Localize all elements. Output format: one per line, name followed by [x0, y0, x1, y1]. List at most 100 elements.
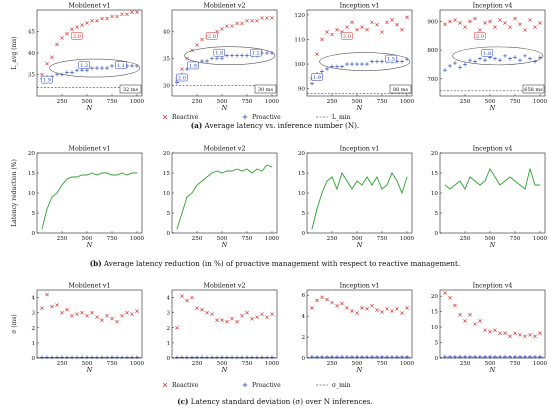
chart-b4-point — [444, 184, 446, 186]
chart-b3-point — [351, 188, 353, 190]
chart-a2-proactive-point — [225, 53, 229, 58]
chart-a2-proactive-point — [235, 53, 239, 58]
chart-a2-proactive-point — [245, 53, 249, 58]
chart-b3-point — [311, 228, 313, 230]
chart-c3-ytick-label: 2 — [301, 335, 305, 341]
chart-c1-title: Mobilenet v1 — [69, 283, 111, 290]
chart-b1-ytick-label: 20 — [28, 151, 36, 157]
chart-b1-xtick-label: 500 — [82, 236, 93, 242]
chart-c4-proactive-point — [503, 354, 507, 359]
chart-a4-proactive-point — [528, 56, 532, 61]
chart-a2-reactive-point — [270, 16, 274, 20]
chart-c1-xlabel: N — [86, 366, 93, 374]
chart-a1-ratio-left: 1.9 — [43, 78, 51, 84]
chart-a1-ratio-right: 1.1 — [117, 63, 125, 69]
chart-a1-xtick-label: 500 — [82, 99, 93, 105]
chart-c4-reactive-point — [493, 328, 497, 332]
chart-a2-ratio-mid2-box — [187, 61, 199, 70]
chart-a1-reactive-point — [130, 10, 134, 14]
chart-c3-proactive-point — [310, 355, 314, 359]
chart-c1-proactive-point — [70, 355, 74, 360]
chart-c3-proactive-point — [340, 355, 344, 359]
chart-a4-proactive-point — [513, 55, 517, 60]
chart-a1-proactive-point — [65, 70, 69, 75]
chart-b3-point — [386, 184, 388, 186]
chart-c1-reactive-point — [130, 312, 134, 316]
chart-c2-reactive-point — [235, 319, 239, 324]
chart-a4-title: Inception v4 — [473, 3, 513, 10]
chart-b4-point — [504, 180, 506, 182]
chart-c2-proactive-point — [230, 355, 234, 360]
chart-a3-reactive-point — [375, 22, 379, 27]
chart-b2-line — [176, 164, 273, 230]
chart-b3-point — [316, 208, 318, 210]
chart-c1-proactive-point — [80, 355, 84, 360]
chart-a3-reactive-point — [380, 30, 384, 34]
chart-c1-xtick-label: 500 — [82, 361, 93, 367]
chart-a4-reactive-point — [478, 28, 482, 32]
chart-a3-ytick-label: 90 — [298, 87, 306, 93]
legend-c-min-label: σ_min — [332, 382, 351, 389]
chart-a4-proactive-point — [498, 58, 502, 63]
chart-c2-reactive-point — [210, 312, 214, 316]
chart-a3-reactive-point — [355, 27, 359, 32]
chart-b1-point — [136, 172, 138, 174]
chart-a4-min-label: 658 ms — [524, 87, 543, 93]
chart-c1-reactive-point — [115, 319, 119, 324]
chart-c2-proactive-point — [245, 355, 249, 360]
chart-a4-proactive-point — [458, 65, 462, 70]
chart-c3-reactive-point — [315, 298, 319, 303]
chart-c1-xtick-label: 1000 — [130, 361, 145, 367]
chart-c3-proactive-point — [335, 355, 339, 359]
chart-c2-xtick-label: 1000 — [265, 361, 280, 367]
chart-c3-reactive-point — [375, 308, 379, 312]
chart-c1-proactive-point — [100, 355, 104, 360]
chart-b4-xtick-label: 500 — [485, 236, 496, 242]
chart-b2-xtick-label: 500 — [217, 236, 228, 242]
chart-c3-reactive-point — [345, 305, 349, 310]
chart-b2-point — [216, 170, 218, 172]
chart-b2-point — [256, 168, 258, 170]
chart-b2-xtick-label: 1000 — [265, 236, 280, 242]
chart-c4-proactive-point — [443, 354, 447, 359]
chart-b1-point — [111, 174, 113, 176]
chart-b4-ytick-label: 10 — [431, 191, 439, 197]
chart-a2-xtick-label: 250 — [192, 99, 203, 105]
chart-a4-proactive-point — [453, 61, 457, 65]
chart-a1-proactive-point — [70, 70, 74, 75]
chart-c3-proactive-point — [405, 355, 409, 359]
chart-a4-ytick-label: 900 — [427, 19, 438, 25]
chart-a3-reactive-point — [320, 37, 324, 42]
chart-c1-proactive-point — [50, 355, 54, 360]
chart-a2-xtick-label: 500 — [217, 99, 228, 105]
chart-a3-proactive-point — [400, 59, 404, 64]
chart-b3-point — [346, 180, 348, 182]
chart-c3-xtick-label: 1000 — [400, 361, 415, 367]
chart-a3-proactive-point — [335, 64, 339, 69]
chart-a3-ratio-top: 2.0 — [343, 34, 351, 40]
chart-c4-proactive-point — [538, 354, 542, 359]
chart-a1-reactive-point — [50, 55, 54, 60]
chart-a2-ratio-mid2: 1.9 — [189, 63, 197, 69]
chart-c2-proactive-point — [215, 355, 219, 360]
chart-b1-line — [41, 172, 137, 230]
chart-a3-reactive-point — [385, 20, 389, 25]
chart-c4-reactive-point — [448, 295, 452, 300]
chart-a2-proactive-point — [215, 56, 219, 61]
chart-b1-ytick-label: 10 — [28, 191, 36, 197]
chart-c3-reactive-point — [350, 309, 354, 313]
chart-a4-proactive-point — [493, 56, 497, 61]
chart-c3-proactive-point — [350, 355, 354, 359]
chart-c4-reactive-point — [473, 322, 477, 326]
chart-a3-proactive-point — [325, 67, 329, 71]
chart-c2-ytick-label: 3 — [166, 311, 170, 317]
chart-a4-xtick-label: 500 — [485, 99, 496, 105]
chart-a2-reactive-point — [230, 24, 234, 28]
chart-c4-ytick-label: 15 — [431, 310, 439, 316]
chart-c3-reactive-point — [360, 305, 364, 310]
chart-b2-ytick-label: 10 — [163, 191, 171, 197]
chart-c3-reactive-point — [335, 303, 339, 308]
chart-c4-ytick-label: 10 — [431, 325, 439, 331]
chart-a2-ratio-top-box — [206, 32, 218, 40]
chart-c2-reactive-point — [175, 325, 179, 330]
